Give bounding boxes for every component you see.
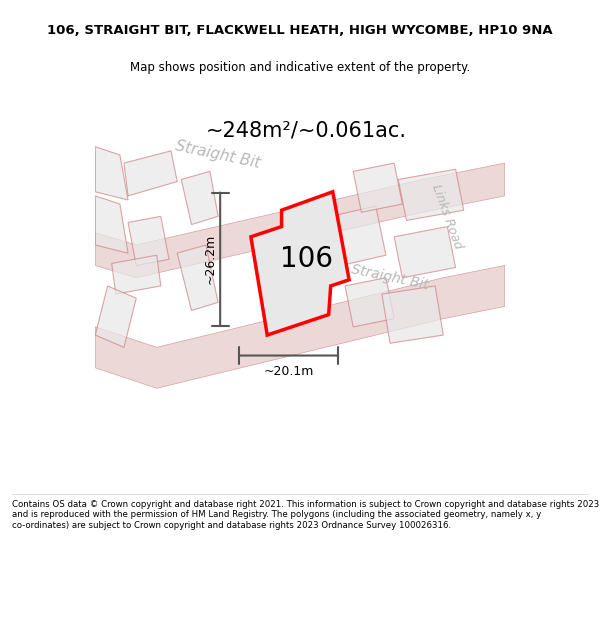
Polygon shape bbox=[128, 216, 169, 266]
Polygon shape bbox=[345, 278, 394, 327]
Text: ~26.2m: ~26.2m bbox=[203, 234, 217, 284]
Polygon shape bbox=[251, 192, 349, 335]
Text: Contains OS data © Crown copyright and database right 2021. This information is : Contains OS data © Crown copyright and d… bbox=[12, 500, 599, 530]
Polygon shape bbox=[353, 163, 403, 212]
Polygon shape bbox=[394, 227, 455, 278]
Polygon shape bbox=[267, 192, 349, 335]
Text: 106: 106 bbox=[280, 246, 332, 273]
Polygon shape bbox=[95, 163, 505, 278]
Text: Straight Bit: Straight Bit bbox=[175, 139, 262, 171]
Polygon shape bbox=[95, 147, 128, 200]
Polygon shape bbox=[95, 196, 128, 253]
Text: Links Road: Links Road bbox=[430, 182, 465, 251]
Polygon shape bbox=[95, 286, 136, 348]
Polygon shape bbox=[95, 266, 505, 388]
Polygon shape bbox=[263, 224, 310, 294]
Polygon shape bbox=[112, 255, 161, 294]
Polygon shape bbox=[398, 169, 464, 221]
Text: 106, STRAIGHT BIT, FLACKWELL HEATH, HIGH WYCOMBE, HP10 9NA: 106, STRAIGHT BIT, FLACKWELL HEATH, HIGH… bbox=[47, 24, 553, 37]
Polygon shape bbox=[382, 286, 443, 343]
Polygon shape bbox=[181, 171, 218, 224]
Polygon shape bbox=[124, 151, 177, 196]
Polygon shape bbox=[331, 206, 386, 266]
Text: ~20.1m: ~20.1m bbox=[263, 366, 314, 378]
Text: ~248m²/~0.061ac.: ~248m²/~0.061ac. bbox=[206, 121, 407, 141]
Polygon shape bbox=[177, 245, 218, 311]
Text: Straight Bit: Straight Bit bbox=[350, 262, 430, 292]
Text: Map shows position and indicative extent of the property.: Map shows position and indicative extent… bbox=[130, 61, 470, 74]
